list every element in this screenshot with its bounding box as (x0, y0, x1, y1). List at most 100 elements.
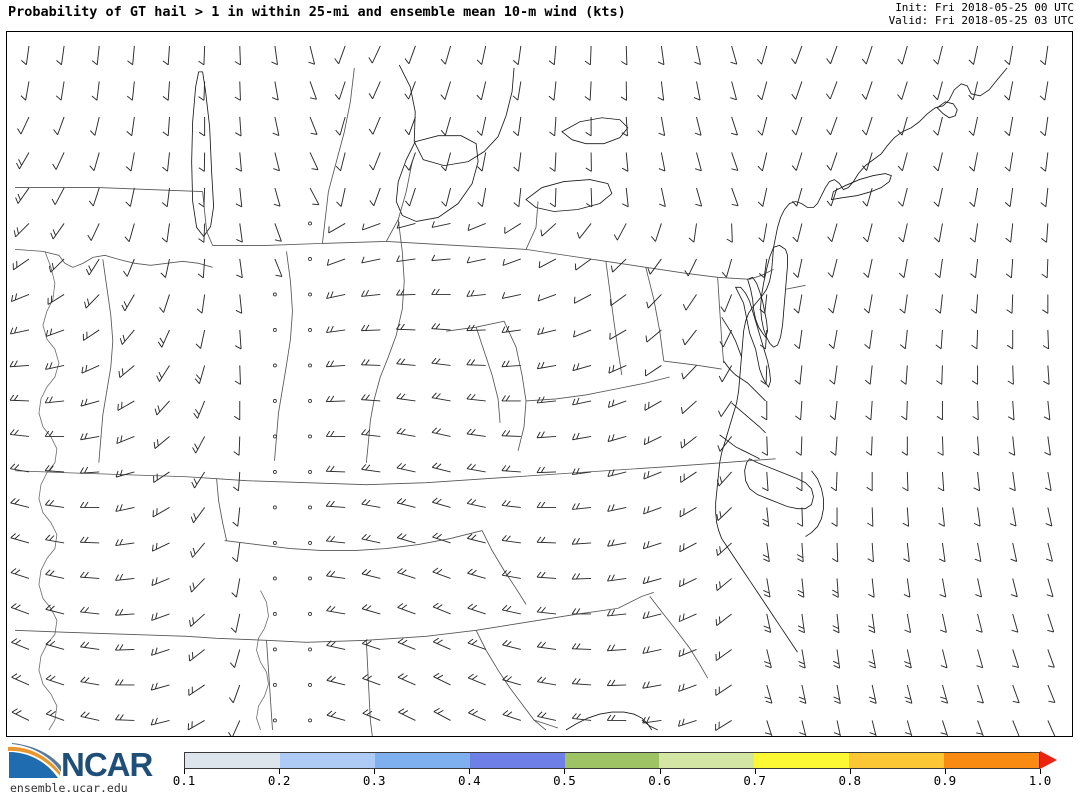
wind-barb (115, 573, 135, 581)
wind-barb (369, 187, 381, 207)
calm-wind-marker (273, 683, 277, 687)
wind-barb (432, 637, 451, 650)
colorbar-segment (849, 753, 945, 768)
wind-barb (867, 542, 874, 563)
calm-wind-marker (273, 612, 277, 616)
wind-barb (536, 606, 557, 615)
wind-barb (679, 542, 697, 553)
wind-barb (11, 638, 30, 650)
wind-barb (622, 187, 629, 208)
wind-barb (1007, 365, 1014, 385)
wind-barb (234, 45, 241, 66)
wind-barb (1009, 471, 1016, 492)
wind-barb (642, 611, 662, 619)
wind-barb (680, 471, 697, 483)
wind-barb (973, 471, 981, 492)
wind-barb (501, 604, 521, 615)
wind-barb (361, 464, 381, 473)
wind-barb (903, 542, 910, 563)
wind-barb (645, 365, 662, 377)
wind-barb (973, 507, 981, 527)
wind-barb (501, 465, 521, 473)
wind-barb (198, 187, 206, 208)
wind-barb (607, 504, 627, 512)
wind-barb (1009, 507, 1017, 527)
wind-barb (1044, 436, 1051, 456)
wind-barb (10, 603, 30, 615)
calm-wind-marker (308, 683, 312, 687)
wind-barb (53, 116, 65, 136)
wind-barb (1004, 187, 1014, 208)
wind-barb (229, 649, 241, 669)
wind-barb (466, 256, 486, 264)
wind-barb (198, 81, 206, 101)
wind-barb (571, 678, 592, 686)
wind-barb (688, 223, 697, 243)
wind-barb (680, 436, 697, 449)
colorbar[interactable] (184, 751, 1057, 769)
wind-barb (160, 258, 170, 278)
calm-wind-marker (308, 363, 312, 368)
wind-barb (549, 152, 557, 172)
wind-barb (933, 45, 943, 65)
wind-barb (825, 81, 838, 100)
wind-barb (91, 81, 100, 101)
wind-barb (940, 613, 947, 633)
wind-barb (9, 360, 29, 368)
wind-barb (466, 428, 486, 437)
wind-barb (79, 606, 100, 615)
wind-barb (228, 684, 241, 704)
wind-barb (721, 258, 733, 278)
wind-barb (1047, 720, 1056, 736)
calm-wind-marker (273, 718, 277, 723)
calm-wind-marker (273, 470, 277, 474)
wind-barb (549, 187, 557, 208)
wind-barb (326, 258, 346, 266)
wind-barb (620, 81, 628, 101)
wind-barb (431, 392, 451, 402)
wind-barb (862, 187, 873, 207)
wind-barb (191, 471, 206, 489)
wind-barb (607, 469, 627, 477)
wind-barb (540, 223, 557, 237)
wind-barb (715, 578, 732, 591)
wind-barb (607, 434, 627, 443)
wind-barb (274, 223, 282, 242)
wind-barb (764, 684, 773, 704)
wind-barb (234, 400, 241, 421)
wind-barb (761, 400, 768, 421)
wind-barb (1007, 400, 1015, 421)
wind-barb (1039, 81, 1049, 101)
wind-barb (13, 223, 30, 238)
wind-barb (536, 466, 556, 474)
wind-barb (271, 81, 279, 101)
wind-barb (976, 684, 984, 704)
wind-barb (116, 435, 135, 444)
wind-barb (157, 329, 170, 348)
colorbar-segments[interactable] (184, 752, 1040, 769)
wind-barb (90, 116, 100, 136)
wind-barb (900, 400, 908, 421)
wind-barb (501, 535, 521, 544)
wind-barb (901, 436, 908, 456)
wind-barb (730, 45, 738, 65)
wind-barb (584, 81, 592, 101)
wind-barb (361, 533, 381, 544)
wind-barb (1010, 542, 1018, 562)
calm-wind-marker (273, 363, 277, 368)
ncar-logo[interactable]: NCAR ensemble.ucar.edu ® (6, 742, 198, 795)
wind-barb (827, 223, 838, 243)
wind-barb (162, 152, 170, 172)
wind-barb (114, 679, 135, 686)
wind-barb (830, 471, 838, 492)
wind-barb (756, 45, 768, 65)
map-panel[interactable] (6, 31, 1073, 737)
wind-barb (968, 152, 979, 172)
wind-barb (757, 187, 768, 207)
wind-barb (759, 294, 768, 314)
wind-barb (677, 718, 697, 727)
wind-barb (187, 720, 205, 731)
valid-time: Valid: Fri 2018-05-25 03 UTC (888, 13, 1074, 27)
wind-barb (336, 187, 346, 207)
wind-barb (643, 470, 662, 480)
